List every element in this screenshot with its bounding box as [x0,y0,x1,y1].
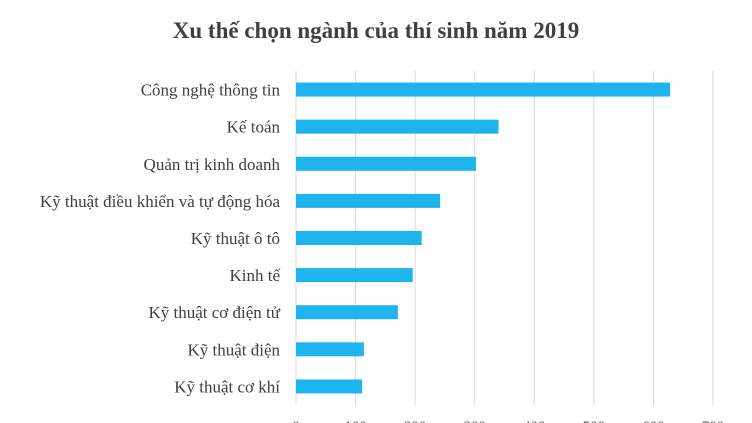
category-label: Kỹ thuật cơ điện tử [148,303,280,322]
bar [296,82,671,97]
x-tick-labels: 0 100 200 300 400 500 600 700 [292,419,724,423]
bar [296,268,413,283]
chart-title: Xu thế chọn ngành của thí sinh năm 2019 [173,18,579,43]
x-tick-label: 100 [344,419,367,423]
category-label: Kinh tế [229,266,280,285]
bar [296,156,476,171]
category-label: Công nghệ thông tin [141,81,281,100]
x-tick-label: 700 [702,419,725,423]
category-label: Kỹ thuật điện [187,340,280,359]
category-labels: Công nghệ thông tin Kế toán Quản trị kinh … [40,81,281,397]
category-label: Kỹ thuật điều khiển và tự động hóa [40,192,281,211]
x-tick-label: 200 [404,419,427,423]
x-tick-label: 600 [642,419,665,423]
category-label: Kỹ thuật ô tô [191,229,280,248]
x-tick-label: 500 [583,419,606,423]
x-tick-label: 300 [463,419,486,423]
bar [296,379,363,394]
bar [296,342,364,357]
bar [296,231,422,245]
bar [296,193,441,208]
category-label: Quản trị kinh doanh [144,155,281,174]
category-label: Kế toán [227,118,281,137]
bar [296,305,398,320]
x-tick-label: 400 [523,419,546,423]
category-label: Kỹ thuật cơ khí [174,377,280,396]
x-tick-label: 0 [292,419,300,423]
bars [296,82,671,394]
bar [296,119,499,134]
